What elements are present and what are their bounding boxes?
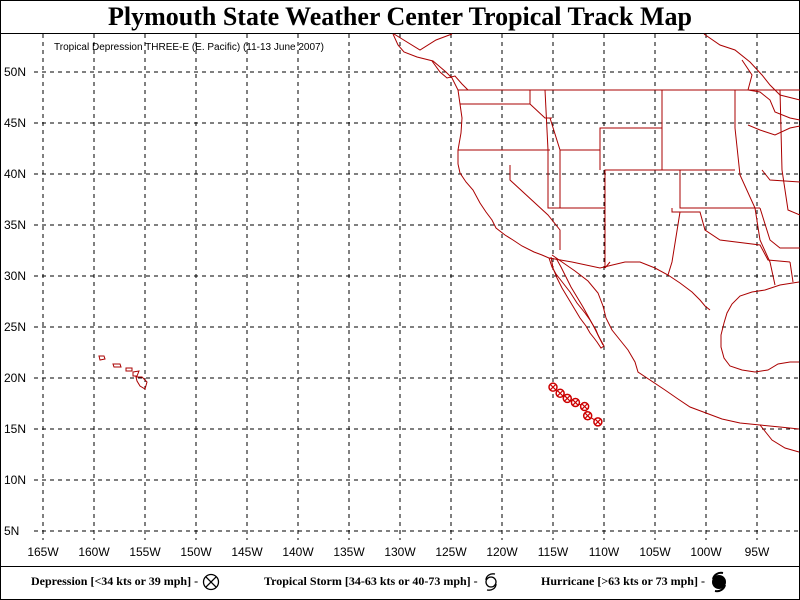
lon-label: 105W [639, 545, 671, 559]
lon-label: 115W [537, 545, 569, 559]
great-lakes-region [703, 33, 800, 101]
lon-label: 95W [744, 545, 770, 559]
west-coast [392, 33, 604, 346]
lon-label: 140W [282, 545, 314, 559]
lon-label: 165W [27, 545, 59, 559]
tropical-storm-icon [485, 573, 497, 592]
lon-label: 110W [588, 545, 620, 559]
lake-erie [747, 124, 800, 136]
lat-label: 10N [4, 473, 27, 487]
lat-label: 15N [4, 422, 27, 436]
canada-coast [431, 60, 469, 91]
track-point-depression [582, 410, 593, 421]
track-point-depression [570, 397, 581, 408]
lon-label: 150W [180, 545, 212, 559]
hurricane-icon [711, 572, 726, 593]
lat-label: 50N [4, 65, 27, 79]
storm-subtitle: Tropical Depression THREE-E (E. Pacific)… [54, 42, 324, 53]
legend-tropical-storm: Tropical Storm [34-63 kts or 40-73 mph] … [264, 567, 501, 595]
lon-label: 155W [129, 545, 161, 559]
lat-label: 35N [4, 218, 27, 232]
lon-label: 100W [690, 545, 722, 559]
lat-label: 40N [4, 167, 27, 181]
track-point-depression [548, 382, 558, 392]
baja-california [550, 256, 605, 349]
lon-label: 145W [231, 545, 263, 559]
gulf-coast [720, 281, 800, 373]
track-point-depression [579, 401, 590, 412]
lon-label: 120W [486, 545, 518, 559]
legend-depression-label: Depression [<34 kts or 39 mph] - [31, 574, 199, 588]
depression-icon [202, 574, 220, 591]
legend: Depression [<34 kts or 39 mph] - Tropica… [0, 567, 800, 600]
hawaiian-islands [98, 355, 148, 390]
lat-label: 30N [4, 269, 27, 283]
lon-label: 125W [435, 545, 467, 559]
page-title: Plymouth State Weather Center Tropical T… [107, 2, 692, 31]
state-lines [458, 89, 800, 286]
lat-label: 5N [4, 524, 20, 538]
great-lakes-shore [741, 59, 800, 121]
legend-storm-label: Tropical Storm [34-63 kts or 40-73 mph] … [264, 574, 478, 588]
lat-label: 25N [4, 320, 27, 334]
mexico-coast [551, 254, 800, 430]
central-america [759, 424, 800, 453]
lon-label: 130W [384, 545, 416, 559]
storm-track [548, 382, 603, 427]
lat-label: 45N [4, 116, 27, 130]
lon-label: 160W [78, 545, 110, 559]
track-point-depression [562, 393, 573, 404]
track-point-depression [593, 417, 603, 427]
legend-hurricane-label: Hurricane [>63 kts or 73 mph] - [541, 574, 705, 588]
coastlines [98, 33, 800, 453]
lon-label: 135W [333, 545, 365, 559]
legend-hurricane: Hurricane [>63 kts or 73 mph] - [541, 567, 730, 595]
track-point-depression [555, 388, 565, 399]
canada-islands [393, 33, 453, 51]
legend-depression: Depression [<34 kts or 39 mph] - [31, 567, 221, 595]
us-mexico-border [548, 257, 711, 311]
lat-label: 20N [4, 371, 27, 385]
